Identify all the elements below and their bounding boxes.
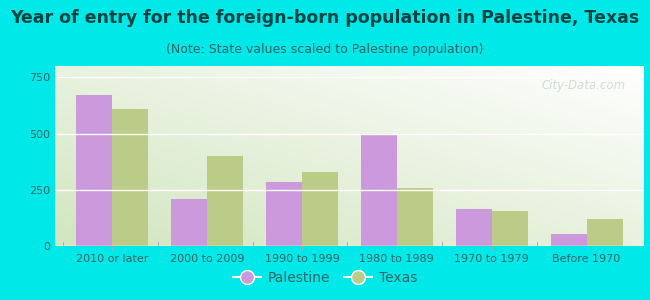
Bar xyxy=(551,234,586,246)
Bar xyxy=(171,199,207,246)
Bar xyxy=(456,209,491,246)
Bar xyxy=(361,134,396,246)
Legend: Palestine, Texas: Palestine, Texas xyxy=(227,265,422,290)
Bar xyxy=(396,188,433,246)
Bar xyxy=(491,211,528,246)
Bar xyxy=(112,109,148,246)
Text: Year of entry for the foreign-born population in Palestine, Texas: Year of entry for the foreign-born popul… xyxy=(10,9,640,27)
Bar xyxy=(266,182,302,246)
Bar xyxy=(207,156,243,246)
Text: (Note: State values scaled to Palestine population): (Note: State values scaled to Palestine … xyxy=(166,44,484,56)
Bar xyxy=(76,95,112,246)
Bar xyxy=(586,219,623,246)
Bar xyxy=(302,172,338,246)
Text: City-Data.com: City-Data.com xyxy=(541,79,626,92)
